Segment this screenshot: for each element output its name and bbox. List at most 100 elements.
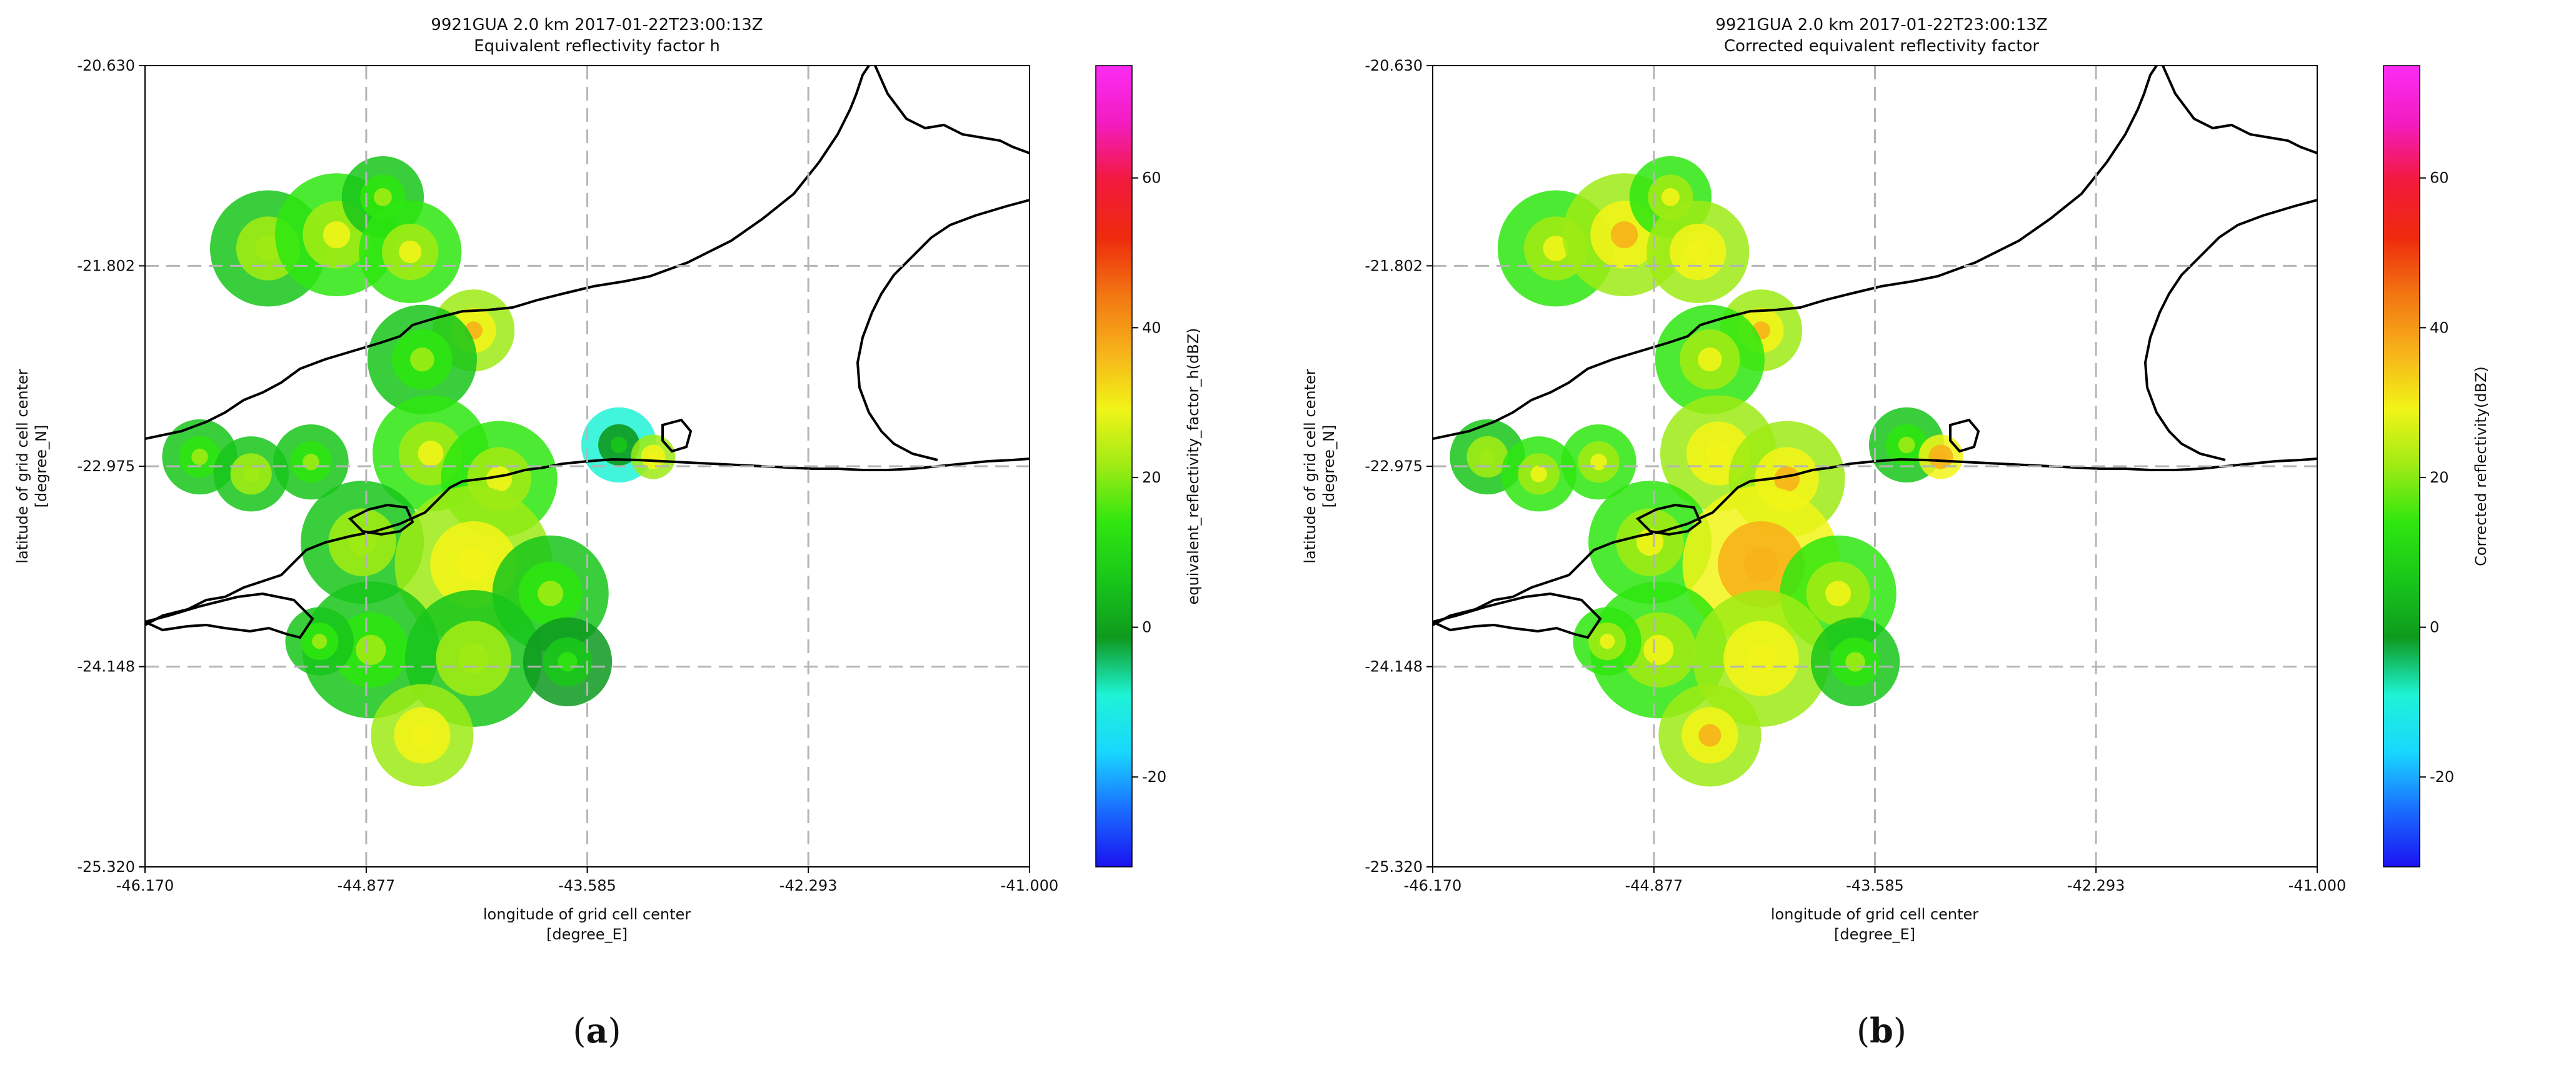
chart-subtitle: Equivalent reflectivity factor h [474,37,720,56]
echo-peak [411,724,434,747]
echo-peak [538,581,564,607]
coastline-north [2162,66,2317,154]
echo-peak [243,466,259,482]
x-tick-label: -44.877 [338,877,396,894]
reflectivity-echoes [1450,156,1963,787]
echo-peak [610,436,628,454]
y-tick-label: -22.975 [1365,458,1423,475]
gridlines [1433,66,2317,867]
echo-peak [418,441,444,466]
y-tick-label: -22.975 [77,458,135,475]
coastline-west [348,503,414,536]
colorbar-tick-label: 60 [1142,169,1161,187]
y-tick-label: -20.630 [1365,57,1423,74]
echo-peak [356,634,386,665]
state-border [1433,592,1602,639]
echo-peak [1686,240,1710,263]
echo-peak [410,347,434,372]
x-axis-label: longitude of grid cell center [1771,906,1978,923]
echo-peak [1530,466,1547,482]
colorbar-tick-label: 0 [2430,619,2439,636]
echo-peak [1698,724,1722,747]
x-tick-label: -46.170 [116,877,174,894]
x-tick-label: -43.585 [558,877,616,894]
y-tick-label: -25.320 [77,858,135,876]
y-tick-label: -21.802 [1365,257,1423,274]
gridlines [145,66,1030,867]
x-axis-label: longitude of grid cell center [483,906,691,923]
x-tick-label: -44.877 [1625,877,1683,894]
colorbar-tick-label: 40 [2430,319,2449,336]
echo-peak [486,466,513,492]
echo-peak [1705,441,1732,466]
x-axis-ticks: -46.170 -44.877 -43.585 -42.293 -41.000 [1404,867,2347,894]
coastline-south [1433,66,2158,440]
reflectivity-echoes [162,156,676,787]
colorbar [2383,65,2420,868]
panel-caption-b: (b) [1857,1011,1907,1051]
x-axis-unit: [degree_E] [1834,926,1915,943]
colorbar [1095,65,1133,868]
echo-peak [312,634,328,649]
coastline-west [1635,503,1702,536]
echo-peak [458,643,489,674]
colorbar-tick-label: -20 [1142,768,1166,786]
echo-peak [191,448,208,466]
figure-panel-a: 9921GUA 2.0 km 2017-01-22T23:00:13Z Equi… [0,0,1288,1078]
echo-peak [456,547,491,582]
y-axis-unit: [degree_N] [1320,425,1338,508]
state-border [145,592,314,639]
radar-chart-b: 9921GUA 2.0 km 2017-01-22T23:00:13Z Corr… [1301,16,2490,1051]
figure-panel-b: 9921GUA 2.0 km 2017-01-22T23:00:13Z Corr… [1288,0,2575,1078]
echo-peak [323,221,351,249]
y-axis-unit: [degree_N] [33,425,50,508]
echo-peak [1479,448,1496,466]
colorbar-ticks: -20 0 20 40 60 [1132,169,1166,786]
y-axis-ticks: -20.630 -21.802 -22.975 -24.148 -25.320 [77,57,145,876]
colorbar-tick-label: 0 [1142,619,1151,636]
echo-peak [1698,347,1722,372]
echo-peak [303,453,319,471]
x-axis-unit: [degree_E] [546,926,628,943]
echo-peak [1543,236,1569,261]
echo-peak [1600,634,1615,649]
echo-peak [1898,436,1915,454]
y-axis-label: latitude of grid cell center [1301,369,1319,563]
colorbar-tick-label: 20 [1142,469,1161,486]
chart-title: 9921GUA 2.0 km 2017-01-22T23:00:13Z [431,16,763,34]
radar-chart-a: 9921GUA 2.0 km 2017-01-22T23:00:13Z Equi… [14,16,1202,1051]
colorbar-label: Corrected reflectivity(dBZ) [2472,366,2490,566]
x-tick-label: -41.000 [1001,877,1059,894]
echo-peak [373,188,392,206]
colorbar-tick-label: 40 [1142,319,1161,336]
x-tick-label: -41.000 [2288,877,2347,894]
echo-peak [1845,652,1865,672]
echo-peak [399,240,422,263]
y-axis-ticks: -20.630 -21.802 -22.975 -24.148 -25.320 [1365,57,1433,876]
echo-peak [648,452,658,462]
coastline-bay [145,458,1030,626]
echo-peak [1774,466,1800,492]
colorbar-label: equivalent_reflectivity_factor_h(dBZ) [1185,328,1202,605]
coastline-island [661,418,693,453]
echo-peak [1825,581,1852,607]
y-axis-label: latitude of grid cell center [14,369,31,563]
coastline-north [874,66,1030,154]
echo-peak [1661,188,1680,206]
colorbar-tick-label: 60 [2430,169,2449,187]
coastline-east [2143,199,2317,461]
coastline-south [145,66,870,440]
y-tick-label: -25.320 [1365,858,1423,876]
x-tick-label: -43.585 [1846,877,1904,894]
colorbar-ticks: -20 0 20 40 60 [2420,169,2454,786]
panel-caption-a: (a) [573,1011,621,1051]
x-tick-label: -42.293 [779,877,838,894]
coastline-island [1949,418,1980,453]
coastline [145,66,1030,639]
coastline-bay [1433,458,2317,626]
x-tick-label: -42.293 [2067,877,2125,894]
y-tick-label: -21.802 [77,257,135,274]
y-tick-label: -24.148 [77,658,135,676]
colorbar-tick-label: 20 [2430,469,2449,486]
x-tick-label: -46.170 [1404,877,1462,894]
